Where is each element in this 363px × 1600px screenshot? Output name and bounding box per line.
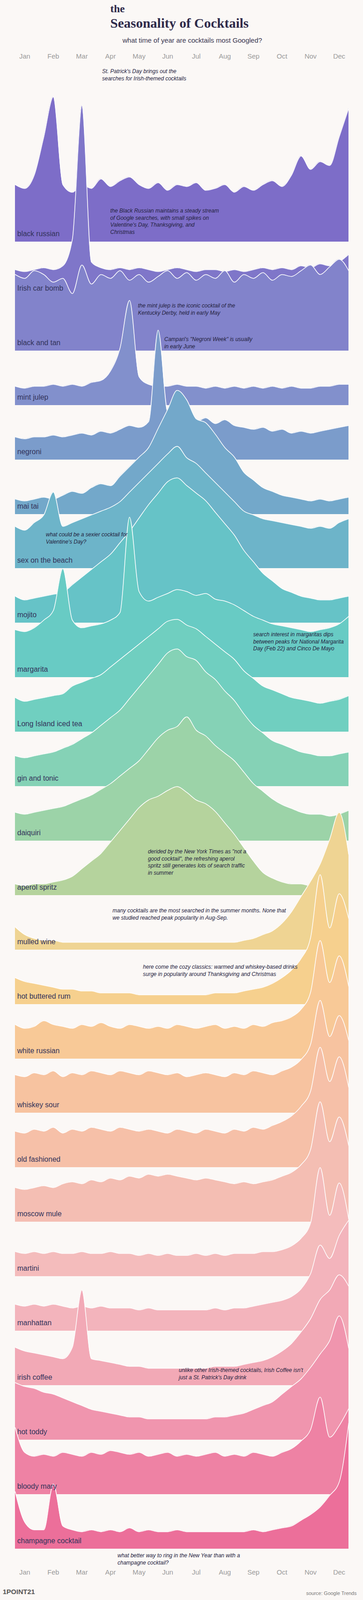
svg-text:Nov: Nov [304, 52, 317, 60]
html-text:source: Google Trends: source: Google Trends [306, 1589, 357, 1595]
html-text:mai tai: mai tai [17, 501, 39, 510]
svg-text:Aug: Aug [218, 52, 231, 60]
html-text:bloody mary: bloody mary [17, 1480, 57, 1489]
html-text:manhattan: manhattan [17, 1317, 52, 1326]
html-text:old fashioned: old fashioned [17, 1154, 61, 1163]
html-text:hot toddy: hot toddy [17, 1426, 48, 1435]
html-text:Seasonality of Cocktails: Seasonality of Cocktails [110, 15, 249, 31]
svg-text:Jul: Jul [191, 1566, 201, 1575]
html-text:what better way to ring in the: what better way to ring in the New Year … [117, 1550, 240, 1565]
html-text:1POINT21: 1POINT21 [2, 1586, 35, 1595]
html-text:champagne cocktail: champagne cocktail [17, 1535, 82, 1544]
html-text:mint julep: mint julep [17, 392, 49, 401]
html-text:negroni: negroni [17, 447, 42, 455]
html-text:black and tan: black and tan [17, 338, 61, 347]
html-text:the: the [110, 2, 125, 15]
svg-text:Mar: Mar [76, 1566, 89, 1575]
svg-text:Jan: Jan [19, 1566, 30, 1575]
html-text:Irish car bomb: Irish car bomb [17, 284, 64, 292]
svg-text:Aug: Aug [218, 1566, 231, 1575]
svg-text:Dec: Dec [333, 52, 346, 60]
svg-text:Nov: Nov [304, 1566, 317, 1575]
svg-text:Apr: Apr [105, 1566, 116, 1575]
svg-text:Jul: Jul [191, 52, 201, 60]
svg-text:Jun: Jun [161, 1566, 173, 1575]
html-text:martini: martini [17, 1263, 40, 1271]
svg-text:Dec: Dec [333, 1566, 346, 1575]
html-text:moscow mule: moscow mule [17, 1208, 62, 1217]
svg-text:Feb: Feb [47, 1566, 60, 1575]
svg-text:Jun: Jun [161, 52, 173, 60]
svg-text:Sep: Sep [247, 1566, 260, 1575]
html-text:what time of year are cocktail: what time of year are cocktails most Goo… [122, 36, 263, 45]
html-text:black russian: black russian [17, 229, 60, 238]
html-text:here come the cozy classics: w: here come the cozy classics: warmed and … [142, 962, 298, 977]
html-text:what could be a sexier cocktai: what could be a sexier cocktail for Vale… [45, 530, 128, 545]
html-text:gin and tonic: gin and tonic [17, 773, 59, 782]
html-text:unlike other Irish-themed cock: unlike other Irish-themed cocktails, Iri… [178, 1365, 304, 1380]
svg-text:Apr: Apr [105, 52, 116, 60]
html-text:aperol spritz: aperol spritz [17, 882, 57, 891]
svg-text:Oct: Oct [276, 52, 288, 60]
html-text:the mint julep is the iconic c: the mint julep is the iconic cocktail of… [137, 302, 236, 316]
html-text:irish coffee: irish coffee [17, 1372, 53, 1380]
svg-text:Oct: Oct [276, 1566, 288, 1575]
html-text:many cocktails are the most se: many cocktails are the most searched in … [112, 906, 286, 921]
svg-text:Mar: Mar [76, 52, 89, 60]
svg-text:May: May [132, 1566, 146, 1575]
html-text:St. Patrick's Day brings out t: St. Patrick's Day brings out the searche… [102, 68, 187, 82]
html-text:hot buttered rum: hot buttered rum [17, 991, 71, 999]
svg-text:May: May [132, 52, 146, 60]
html-text:search interest in margaritas: search interest in margaritas dips betwe… [253, 630, 344, 652]
svg-text:Jan: Jan [19, 52, 30, 60]
svg-text:Sep: Sep [247, 52, 260, 60]
html-text:daiquiri: daiquiri [17, 828, 41, 836]
html-text:mojito: mojito [17, 610, 37, 619]
html-text:mulled wine: mulled wine [17, 936, 56, 945]
html-text:whiskey sour: whiskey sour [17, 1100, 60, 1108]
html-text:the Black Russian maintains a: the Black Russian maintains a steady str… [110, 207, 219, 235]
html-text:margarita: margarita [17, 664, 48, 673]
svg-text:Feb: Feb [47, 52, 60, 60]
html-text:derided by the New York Times: derided by the New York Times as "not a … [147, 847, 247, 876]
html-text:white russian: white russian [17, 1045, 60, 1054]
html-text:Campari's "Negroni Week" is us: Campari's "Negroni Week" is usually in e… [164, 335, 253, 350]
html-text:Long Island iced tea: Long Island iced tea [17, 719, 83, 727]
html-text:sex on the beach: sex on the beach [17, 556, 73, 564]
